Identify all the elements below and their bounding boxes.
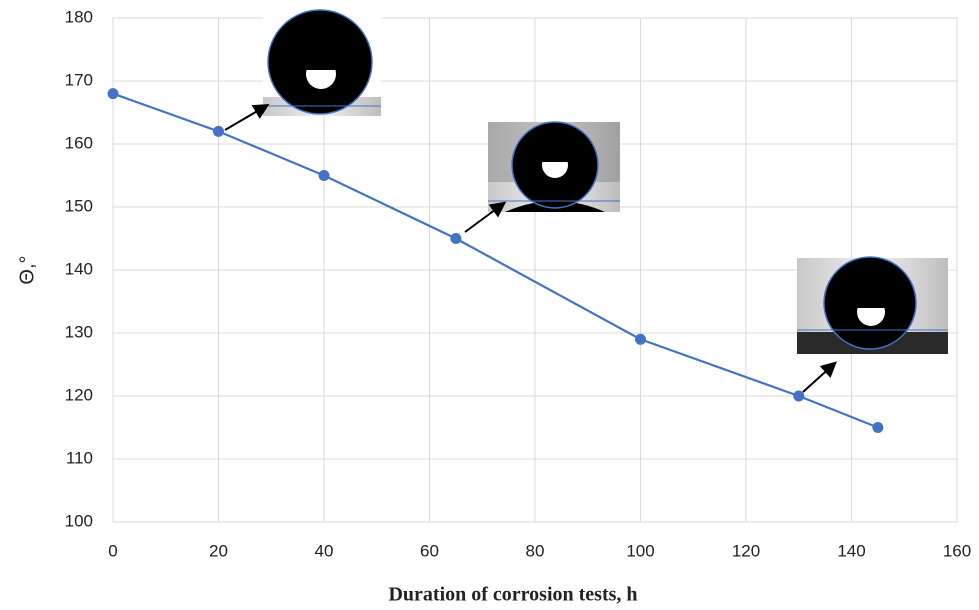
point — [213, 126, 224, 137]
inset-images — [225, 10, 948, 392]
x-tick-label: 140 — [837, 541, 865, 560]
x-tick-label: 80 — [526, 541, 545, 560]
x-tick-label: 160 — [943, 541, 971, 560]
point — [793, 391, 804, 402]
droplet-image — [488, 122, 620, 212]
droplet-image — [797, 257, 948, 354]
arrow — [225, 106, 266, 130]
y-tick-label: 140 — [65, 259, 93, 278]
point — [872, 422, 883, 433]
y-tick-label: 170 — [65, 70, 93, 89]
x-tick-label: 120 — [732, 541, 760, 560]
x-tick-label: 60 — [420, 541, 439, 560]
y-tick-label: 130 — [65, 322, 93, 341]
arrow — [465, 204, 503, 232]
y-axis-label: Θ,° — [16, 255, 38, 284]
y-tick-label: 180 — [65, 7, 93, 26]
y-tick-label: 120 — [65, 385, 93, 404]
x-tick-label: 40 — [315, 541, 334, 560]
point — [635, 334, 646, 345]
x-tick-label: 100 — [626, 541, 654, 560]
point — [450, 233, 461, 244]
x-axis-label: Duration of corrosion tests, h — [388, 584, 637, 606]
x-tick-label: 20 — [209, 541, 228, 560]
point — [319, 170, 330, 181]
x-tick-label: 0 — [108, 541, 117, 560]
point — [108, 88, 119, 99]
arrow — [803, 364, 834, 392]
chart: 100 110 120 130 140 150 160 170 180 0 20 40 60 80 100 1… — [0, 0, 979, 610]
y-tick-label: 100 — [65, 511, 93, 530]
y-tick-label: 150 — [65, 196, 93, 215]
y-tick-label: 110 — [66, 448, 93, 467]
droplet-image — [263, 10, 381, 116]
y-tick-label: 160 — [65, 133, 93, 152]
